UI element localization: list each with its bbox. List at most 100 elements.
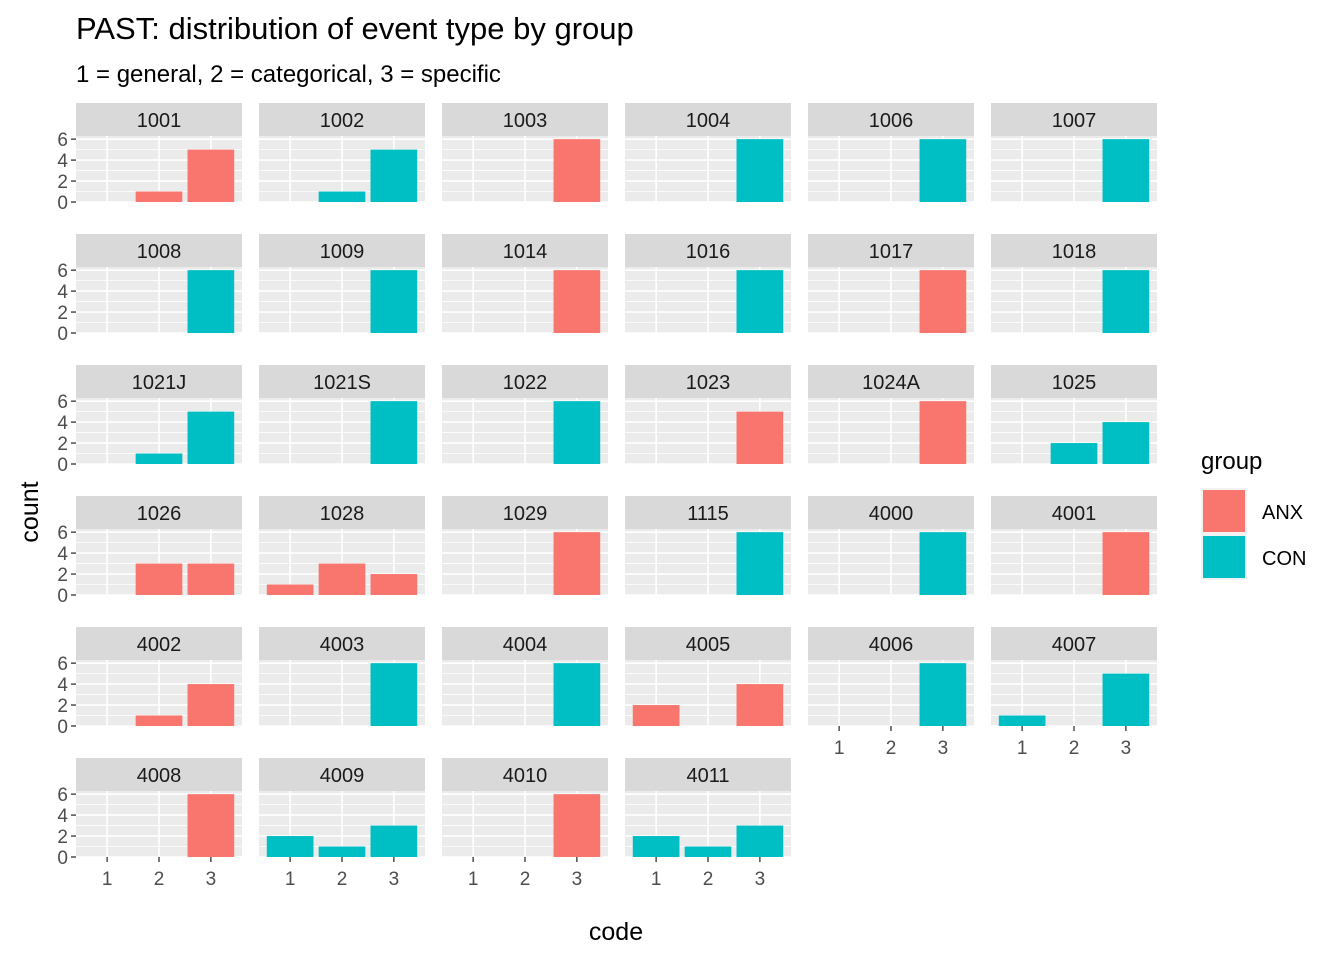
x-tick-label: 3	[938, 738, 949, 759]
facet-strip-label: 4007	[1052, 634, 1097, 656]
x-tick-label: 3	[755, 869, 766, 890]
facet-strip-label: 1009	[320, 241, 365, 263]
facet-strip	[991, 103, 1157, 136]
facet-strip-label: 1025	[1052, 372, 1097, 394]
legend-item-anx: ANX	[1201, 488, 1303, 534]
x-tick-label: 2	[1069, 738, 1080, 759]
facet-strip-label: 1023	[686, 372, 731, 394]
x-tick-label: 1	[468, 869, 479, 890]
facet-panel-4003: 4003	[259, 627, 425, 727]
bar-1001-code-3	[187, 149, 235, 202]
bar-4010-code-3	[553, 794, 601, 857]
bar-4004-code-3	[553, 663, 601, 726]
y-tick-label: 4	[57, 151, 68, 172]
y-tick-label: 0	[57, 193, 68, 214]
legend-title: group	[1201, 448, 1262, 475]
bar-1004-code-3	[736, 139, 784, 202]
facet-panel-1018: 1018	[991, 234, 1157, 334]
chart-subtitle: 1 = general, 2 = categorical, 3 = specif…	[76, 61, 501, 88]
facet-panel-1115: 1115	[625, 496, 791, 596]
facet-strip	[808, 496, 974, 529]
facet-strip	[259, 627, 425, 660]
x-tick-label: 2	[154, 869, 165, 890]
facet-strip-label: 1024A	[862, 372, 920, 394]
facet-strip-label: 1008	[137, 241, 182, 263]
bar-1007-code-3	[1102, 139, 1150, 202]
bar-1025-code-3	[1102, 422, 1150, 464]
bar-4011-code-2	[684, 846, 732, 857]
facet-strip	[442, 627, 608, 660]
y-tick-label: 6	[57, 654, 68, 675]
y-tick-label: 0	[57, 848, 68, 869]
facet-strip-label: 1014	[503, 241, 548, 263]
facet-strip	[991, 627, 1157, 660]
facet-panel-1002: 1002	[259, 103, 425, 203]
x-tick-label: 2	[703, 869, 714, 890]
bar-4002-code-3	[187, 684, 235, 726]
x-tick-label: 1	[102, 869, 113, 890]
legend-label: CON	[1262, 548, 1306, 570]
facet-strip	[625, 758, 791, 791]
x-tick-label: 2	[520, 869, 531, 890]
facet-strip-label: 4006	[869, 634, 914, 656]
facet-panel-1023: 1023	[625, 365, 791, 465]
x-axis-label: code	[589, 918, 643, 946]
bar-1021J-code-3	[187, 411, 235, 464]
facet-strip-label: 1007	[1052, 110, 1097, 132]
facet-strip-label: 4002	[137, 634, 182, 656]
facet-strip-label: 1001	[137, 110, 182, 132]
facet-strip	[259, 365, 425, 398]
facet-panel-1028: 1028	[259, 496, 425, 596]
chart-title: PAST: distribution of event type by grou…	[76, 11, 634, 46]
x-tick-label: 1	[1017, 738, 1028, 759]
facet-panel-1007: 1007	[991, 103, 1157, 203]
facet-strip	[76, 627, 242, 660]
facet-strip-label: 1115	[687, 503, 729, 525]
bar-1002-code-2	[318, 191, 366, 202]
facet-strip-label: 1026	[137, 503, 182, 525]
y-tick-label: 6	[57, 130, 68, 151]
bar-1022-code-3	[553, 401, 601, 464]
facet-strip	[625, 234, 791, 267]
bar-1025-code-2	[1050, 443, 1098, 464]
facet-strip-label: 1004	[686, 110, 731, 132]
legend-swatch	[1203, 490, 1245, 532]
facet-strip	[808, 365, 974, 398]
bar-4002-code-2	[135, 715, 183, 726]
bar-1115-code-3	[736, 532, 784, 595]
facet-strip-label: 1006	[869, 110, 914, 132]
facet-strip-label: 4008	[137, 765, 182, 787]
x-tick-label: 3	[1121, 738, 1132, 759]
y-tick-label: 2	[57, 303, 68, 324]
facet-strip	[76, 758, 242, 791]
facet-strip	[442, 758, 608, 791]
y-tick-label: 2	[57, 434, 68, 455]
bar-4009-code-3	[370, 825, 418, 857]
legend-label: ANX	[1262, 502, 1303, 524]
bar-1002-code-3	[370, 149, 418, 202]
y-tick-label: 4	[57, 675, 68, 696]
facet-panel-1024A: 1024A	[808, 365, 974, 465]
bar-4007-code-1	[998, 715, 1046, 726]
facet-strip-label: 1021S	[313, 372, 371, 394]
facet-strip-label: 4010	[503, 765, 548, 787]
bar-1017-code-3	[919, 270, 967, 333]
facet-strip	[625, 496, 791, 529]
facet-strip	[625, 365, 791, 398]
facet-strip	[442, 365, 608, 398]
facet-panel-1017: 1017	[808, 234, 974, 334]
facet-strip	[625, 627, 791, 660]
facet-strip	[991, 234, 1157, 267]
y-tick-label: 0	[57, 455, 68, 476]
bar-4011-code-3	[736, 825, 784, 857]
x-tick-label: 3	[389, 869, 400, 890]
x-tick-label: 3	[206, 869, 217, 890]
bar-1028-code-3	[370, 574, 418, 595]
facet-panel-4007: 4007 1 2 3	[991, 627, 1157, 759]
facet-strip	[991, 496, 1157, 529]
bar-4008-code-3	[187, 794, 235, 857]
